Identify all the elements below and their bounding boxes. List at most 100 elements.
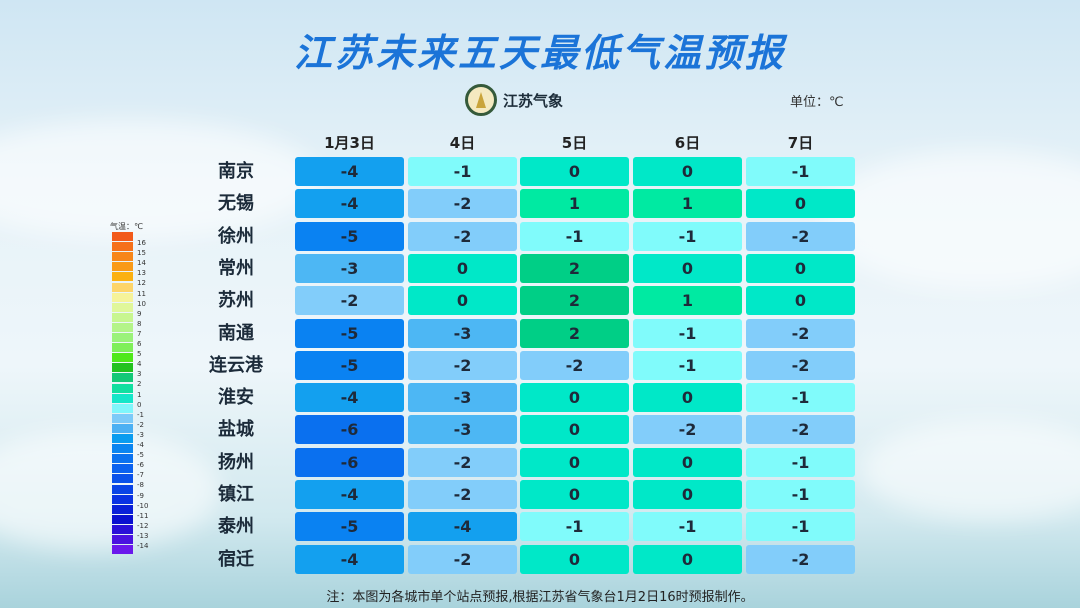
legend-swatch	[112, 322, 133, 332]
column-header: 4日	[449, 134, 476, 152]
city-label: 盐城	[218, 419, 254, 441]
temperature-cell: 2	[520, 318, 629, 348]
temperature-cell: 0	[746, 189, 855, 219]
legend-label: 15	[137, 249, 146, 258]
temperature-cell: -3	[408, 383, 517, 413]
legend-swatch	[112, 242, 133, 252]
legend-swatch	[112, 312, 133, 322]
city-label: 无锡	[218, 193, 254, 215]
temperature-cell: -5	[295, 350, 404, 380]
temperature-cell: 2	[520, 286, 629, 316]
temperature-cell: -6	[295, 447, 404, 477]
temperature-cell: 0	[746, 253, 855, 283]
temperature-cell: -1	[746, 447, 855, 477]
weather-bureau-emblem-icon	[465, 84, 497, 116]
legend-swatch	[112, 413, 133, 423]
legend-swatch	[112, 484, 133, 494]
temperature-cell: -5	[295, 221, 404, 251]
column-header: 1月3日	[324, 134, 375, 152]
legend-swatch	[112, 292, 133, 302]
temperature-cell: -2	[408, 544, 517, 574]
legend-label: -8	[137, 481, 144, 490]
legend-swatch	[112, 333, 133, 342]
temperature-cell: -1	[408, 157, 517, 186]
legend-label: 2	[137, 380, 142, 389]
legend-label: -2	[137, 420, 144, 429]
legend-swatch	[112, 262, 133, 272]
temperature-cell: 0	[633, 447, 742, 477]
legend-swatch	[112, 353, 133, 363]
city-label: 淮安	[218, 387, 254, 409]
temperature-cell: -1	[633, 350, 742, 380]
legend-swatch	[112, 302, 133, 312]
legend-label: 14	[137, 259, 146, 268]
temperature-cell: -2	[746, 415, 855, 445]
temperature-cell: 0	[633, 253, 742, 283]
temperature-cell: -2	[408, 447, 517, 477]
temperature-cell: 0	[633, 157, 742, 186]
city-label: 连云港	[209, 354, 263, 376]
temperature-cell: -1	[520, 512, 629, 542]
column-header: 5日	[561, 134, 588, 152]
temperature-cell: 0	[408, 286, 517, 316]
temperature-cell: -3	[295, 253, 404, 283]
temperature-cell: -1	[633, 221, 742, 251]
temperature-cell: 0	[520, 383, 629, 413]
city-label: 苏州	[218, 290, 254, 312]
temperature-cell: -2	[746, 350, 855, 380]
legend-swatch	[112, 363, 133, 373]
temperature-cell: 0	[520, 480, 629, 509]
legend-label: 3	[137, 370, 142, 379]
legend-swatch	[112, 524, 133, 534]
temperature-cell: -1	[746, 480, 855, 509]
legend-label: -10	[137, 501, 149, 510]
city-label: 常州	[218, 257, 254, 279]
legend-label: -11	[137, 511, 149, 520]
temperature-cell: -2	[408, 350, 517, 380]
legend-swatch	[112, 373, 133, 383]
legend-swatch	[112, 454, 133, 464]
temperature-cell: -5	[295, 318, 404, 348]
city-label: 宿迁	[218, 548, 254, 570]
temperature-cell: -1	[746, 157, 855, 186]
legend-label: -7	[137, 471, 144, 480]
temperature-cell: 1	[633, 286, 742, 316]
legend-label: -14	[137, 542, 149, 550]
temperature-cell: 2	[520, 253, 629, 283]
city-label: 扬州	[218, 451, 254, 473]
legend-label: -6	[137, 461, 144, 470]
temperature-cell: -5	[295, 512, 404, 542]
legend-label: 13	[137, 269, 146, 278]
legend-swatch	[112, 474, 133, 484]
column-header: 6日	[674, 134, 701, 152]
temperature-cell: 1	[520, 189, 629, 219]
legend-label: -4	[137, 441, 144, 449]
legend-swatch	[112, 464, 133, 474]
legend-label: 4	[137, 360, 142, 369]
legend-swatch	[112, 252, 133, 262]
city-label: 南京	[218, 161, 254, 182]
temperature-cell: 0	[746, 286, 855, 316]
temperature-cell: 0	[633, 480, 742, 509]
legend-swatch	[112, 272, 133, 282]
city-label: 南通	[218, 322, 254, 344]
legend-label: 8	[137, 319, 142, 328]
unit-label: 单位：℃	[790, 95, 844, 110]
temperature-cell: 0	[520, 415, 629, 445]
logo-text: 江苏气象	[503, 91, 564, 110]
temperature-cell: -2	[408, 221, 517, 251]
legend-swatch	[112, 383, 133, 393]
temperature-cell: -2	[746, 318, 855, 348]
footnote: 注：本图为各城市单个站点预报,根据江苏省气象台1月2日16时预报制作。	[326, 590, 754, 605]
temperature-cell: 0	[520, 544, 629, 574]
legend-label: -5	[137, 451, 144, 460]
temperature-cell: -2	[633, 415, 742, 445]
logo: 江苏气象	[465, 84, 563, 116]
legend-label: -3	[137, 430, 144, 439]
temperature-cell: 1	[633, 189, 742, 219]
temperature-cell: 0	[520, 447, 629, 477]
temperature-cell: 0	[633, 544, 742, 574]
legend-label: 5	[137, 350, 142, 359]
temperature-cell: -2	[746, 544, 855, 574]
legend-swatch	[112, 444, 133, 454]
